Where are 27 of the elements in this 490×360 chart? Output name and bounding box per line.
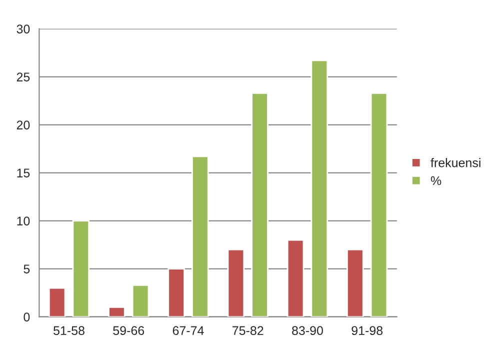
y-tick-label: 15: [17, 168, 30, 178]
x-tick-label: 75-82: [232, 326, 264, 336]
bar: [251, 92, 268, 317]
x-tick-label: 83-90: [292, 326, 323, 336]
bar: [168, 268, 185, 317]
bar: [286, 239, 304, 317]
bar: [310, 60, 328, 317]
y-tick-label: 10: [17, 216, 30, 226]
bar: [72, 220, 90, 317]
legend-label: %: [430, 176, 442, 186]
bar: [370, 92, 388, 317]
y-tick-label: 20: [16, 120, 30, 130]
legend-label: frekuensi: [430, 158, 480, 168]
bar: [108, 306, 126, 317]
y-tick-label: 0: [24, 312, 30, 322]
x-tick-label: 91-98: [352, 326, 383, 336]
bar: [192, 156, 209, 317]
x-tick-label: 67-74: [172, 326, 204, 336]
x-tick-label: 59-66: [113, 326, 144, 336]
y-tick-label: 25: [16, 72, 30, 82]
y-tick-label: 5: [24, 264, 30, 274]
bar: [132, 284, 150, 317]
x-tick-label: 51-58: [54, 326, 84, 336]
bar: [227, 248, 245, 317]
bar: [346, 248, 364, 317]
bar: [48, 287, 66, 317]
y-tick-label: 30: [16, 24, 30, 34]
